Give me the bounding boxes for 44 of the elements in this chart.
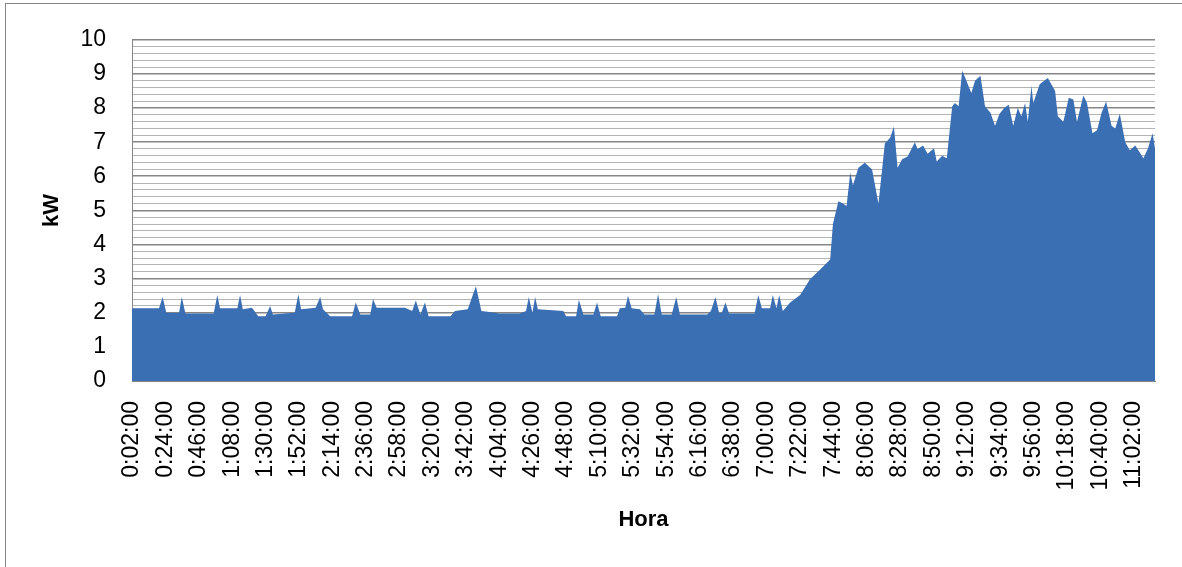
x-tick-label: 9:34:00: [985, 401, 1012, 478]
x-tick-label: 3:42:00: [451, 401, 478, 478]
x-tick-label: 3:20:00: [417, 401, 444, 478]
y-tick-label: 7: [93, 127, 106, 154]
x-tick-label: 9:56:00: [1018, 401, 1045, 478]
y-tick-label: 6: [93, 161, 106, 188]
y-tick-label: 5: [93, 195, 106, 222]
x-tick-label: 10:40:00: [1085, 401, 1112, 491]
x-tick-label: 6:16:00: [685, 401, 712, 478]
x-tick-label: 2:36:00: [351, 401, 378, 478]
x-tick-label: 0:46:00: [184, 401, 211, 478]
x-tick-label: 1:52:00: [284, 401, 311, 478]
x-tick-label: 0:24:00: [150, 401, 177, 478]
x-tick-label: 7:44:00: [818, 401, 845, 478]
y-tick-label: 0: [93, 366, 106, 393]
x-tick-label: 8:50:00: [918, 401, 945, 478]
x-tick-label: 5:32:00: [618, 401, 645, 478]
x-tick-label: 1:30:00: [250, 401, 277, 478]
x-tick-label: 4:48:00: [551, 401, 578, 478]
y-tick-label: 9: [93, 59, 106, 86]
x-tick-label: 4:04:00: [484, 401, 511, 478]
x-tick-label: 10:18:00: [1052, 401, 1079, 491]
x-tick-label: 9:12:00: [952, 401, 979, 478]
x-tick-label: 5:54:00: [651, 401, 678, 478]
x-tick-label: 0:02:00: [117, 401, 144, 478]
x-tick-label: 7:22:00: [785, 401, 812, 478]
x-tick-label: 8:06:00: [851, 401, 878, 478]
y-axis-title: kW: [38, 193, 64, 227]
x-tick-label: 2:14:00: [317, 401, 344, 478]
x-tick-label: 4:26:00: [518, 401, 545, 478]
y-tick-label: 2: [93, 298, 106, 325]
y-tick-label: 3: [93, 263, 106, 290]
y-tick-label: 4: [93, 229, 107, 256]
y-tick-label: 10: [80, 25, 106, 52]
x-axis-title: Hora: [618, 505, 670, 531]
x-tick-label: 6:38:00: [718, 401, 745, 478]
y-tick-label: 1: [93, 332, 106, 359]
y-tick-label: 8: [93, 93, 106, 120]
x-tick-label: 11:02:00: [1119, 401, 1146, 489]
x-tick-label: 2:58:00: [384, 401, 411, 478]
x-tick-label: 1:08:00: [217, 401, 244, 478]
x-tick-label: 5:10:00: [584, 401, 611, 478]
x-tick-label: 8:28:00: [885, 401, 912, 478]
x-tick-label: 7:00:00: [751, 401, 778, 478]
